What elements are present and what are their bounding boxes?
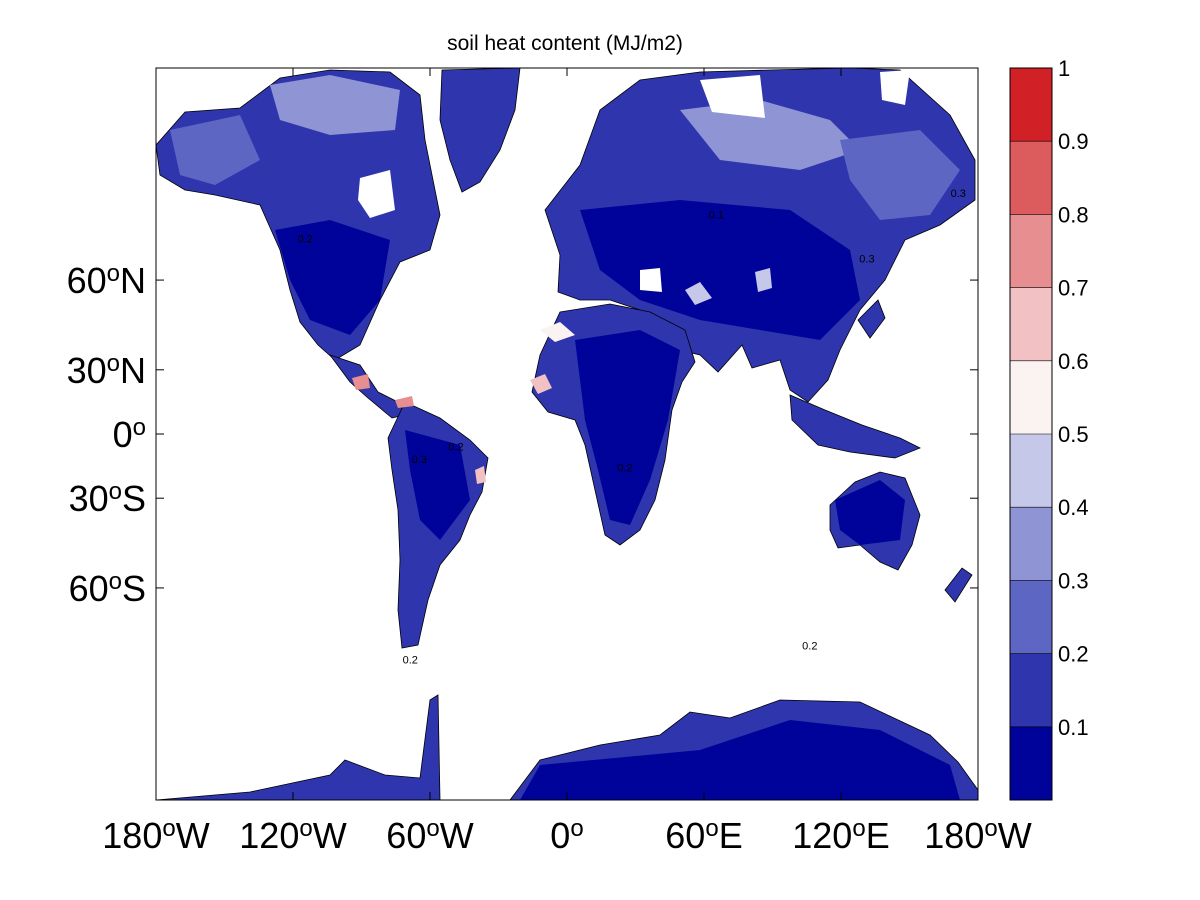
colorbar-swatch xyxy=(1010,507,1052,580)
gap-east-siberia xyxy=(880,70,910,105)
colorbar-label: 0.5 xyxy=(1058,422,1089,447)
colorbar-swatch xyxy=(1010,727,1052,800)
contour-label: 0.2 xyxy=(617,462,632,474)
colorbar-swatch xyxy=(1010,141,1052,214)
colorbar-label: 0.8 xyxy=(1058,202,1089,227)
contour-label: 0.2 xyxy=(298,234,313,246)
colorbar-label: 0.6 xyxy=(1058,349,1089,374)
colorbar-swatch xyxy=(1010,288,1052,361)
x-tick-label: 0o xyxy=(550,815,583,856)
x-tick-label: 60oE xyxy=(665,815,742,856)
colorbar-label: 0.7 xyxy=(1058,276,1089,301)
y-tick-label: 60oS xyxy=(69,568,146,609)
colorbar-swatch xyxy=(1010,214,1052,287)
colorbar-label: 0.9 xyxy=(1058,129,1089,154)
x-tick-label: 120oE xyxy=(792,815,889,856)
y-tick-label: 30oS xyxy=(69,478,146,519)
x-tick-label: 120oW xyxy=(239,815,346,856)
colorbar-label: 0.4 xyxy=(1058,495,1089,520)
y-tick-label: 60oN xyxy=(67,260,146,301)
colorbar-swatch xyxy=(1010,68,1052,141)
colorbar-label: 0.1 xyxy=(1058,715,1089,740)
colorbar-swatch xyxy=(1010,434,1052,507)
chart-title: soil heat content (MJ/m2) xyxy=(447,32,683,55)
map-area: 0.3 0.3 0.2 0.2 0.3 0.2 0.1 0.2 0.2 xyxy=(156,68,978,800)
colorbar-swatch xyxy=(1010,361,1052,434)
contour-label: 0.3 xyxy=(412,454,427,466)
contour-label: 0.2 xyxy=(802,640,817,652)
colorbar-label: 1 xyxy=(1058,56,1070,81)
contour-label: 0.2 xyxy=(448,441,463,453)
contour-label: 0.2 xyxy=(403,654,418,666)
x-tick-label: 180oW xyxy=(924,815,1031,856)
colorbar-swatch xyxy=(1010,654,1052,727)
colorbar-label: 0.3 xyxy=(1058,568,1089,593)
gap-caspian xyxy=(640,268,662,292)
y-tick-label: 0o xyxy=(113,414,146,455)
contour-label: 0.3 xyxy=(951,188,966,200)
x-tick-label: 60oW xyxy=(386,815,473,856)
colorbar-swatch xyxy=(1010,580,1052,653)
colorbar-label: 0.2 xyxy=(1058,642,1089,667)
colorbar: 0.1 0.2 0.3 0.4 0.5 0.6 0.7 0.8 0.9 1 xyxy=(1010,56,1089,800)
x-tick-label: 180oW xyxy=(102,815,209,856)
y-tick-label: 30oN xyxy=(67,350,146,391)
contour-label: 0.1 xyxy=(709,210,724,222)
contour-label: 0.3 xyxy=(859,254,874,266)
